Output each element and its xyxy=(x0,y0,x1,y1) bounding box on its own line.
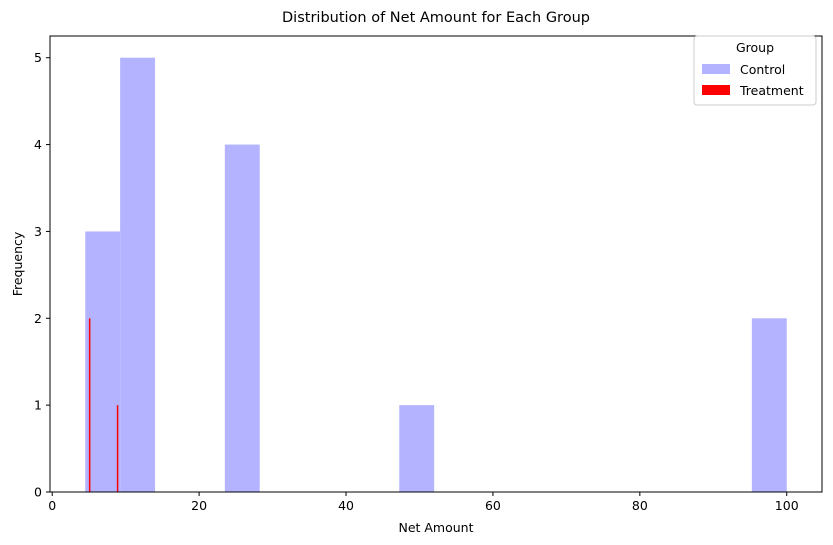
y-tick-label: 1 xyxy=(34,398,42,413)
bar-control-3 xyxy=(399,405,435,492)
legend: Group Control Treatment xyxy=(693,35,817,106)
bar-control-4 xyxy=(751,318,787,492)
chart-title: Distribution of Net Amount for Each Grou… xyxy=(282,10,590,26)
x-tick-label: 80 xyxy=(632,498,648,513)
y-tick-label: 3 xyxy=(34,224,42,239)
y-axis-ticks: 0 1 2 3 4 5 xyxy=(34,50,50,500)
legend-swatch-control xyxy=(702,64,730,74)
y-tick-label: 0 xyxy=(34,485,42,500)
plot-frame xyxy=(49,35,823,493)
y-tick-label: 2 xyxy=(34,311,42,326)
y-tick-label: 4 xyxy=(34,137,42,152)
y-tick-label: 5 xyxy=(34,50,42,65)
x-tick-label: 0 xyxy=(48,498,56,513)
bar-control-2 xyxy=(224,144,260,493)
x-tick-label: 60 xyxy=(485,498,501,513)
legend-title: Group xyxy=(736,40,774,55)
x-tick-label: 40 xyxy=(338,498,354,513)
x-tick-label: 20 xyxy=(191,498,207,513)
bar-control-0 xyxy=(85,231,121,492)
x-tick-label: 100 xyxy=(775,498,799,513)
bar-control-1 xyxy=(120,57,156,492)
x-axis-ticks: 0 20 40 60 80 100 xyxy=(48,492,799,513)
bar-treatment-0 xyxy=(88,318,91,492)
bar-treatment-1 xyxy=(116,405,119,492)
y-axis-label: Frequency xyxy=(10,231,25,296)
x-axis-label: Net Amount xyxy=(398,520,473,535)
legend-label-control: Control xyxy=(740,62,785,77)
legend-label-treatment: Treatment xyxy=(739,83,804,98)
legend-swatch-treatment xyxy=(702,85,730,95)
bars-layer xyxy=(85,57,787,493)
